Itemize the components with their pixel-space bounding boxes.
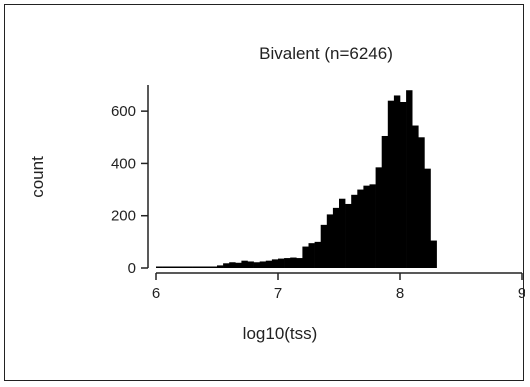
- x-axis: 6 7 8 9: [152, 272, 525, 302]
- histogram-bar: [314, 241, 321, 268]
- histogram-bar: [241, 260, 248, 268]
- histogram-bar: [210, 266, 218, 268]
- histogram-bar: [247, 261, 254, 268]
- histogram-bar: [265, 260, 273, 268]
- histogram-bar: [326, 214, 334, 268]
- histogram-bar: [302, 246, 309, 268]
- histogram-bar: [387, 100, 395, 268]
- histogram-bar: [412, 125, 419, 269]
- histogram-bar: [217, 265, 224, 268]
- y-tick-label: 600: [111, 103, 136, 120]
- histogram-bar: [162, 266, 169, 268]
- histogram-bar: [174, 266, 181, 268]
- histogram-bar: [180, 266, 187, 268]
- histogram-bar: [168, 266, 175, 268]
- histogram-chart: Bivalent (n=6246) count log10(tss) 0 200 4…: [28, 44, 525, 343]
- histogram-bar: [351, 194, 358, 268]
- histogram-bar: [393, 95, 401, 269]
- histogram-bar: [278, 258, 285, 268]
- histogram-bar: [339, 198, 346, 268]
- histogram-bar: [357, 189, 364, 268]
- histogram-bar: [381, 135, 389, 268]
- histogram-bar: [308, 243, 315, 268]
- histogram-bar: [430, 240, 437, 268]
- histogram-bars: [156, 90, 437, 269]
- chart-title: Bivalent (n=6246): [259, 44, 393, 63]
- y-tick-label: 200: [111, 208, 136, 225]
- x-tick-label: 7: [274, 285, 282, 302]
- histogram-bar: [192, 266, 199, 268]
- x-tick-label: 6: [152, 285, 160, 302]
- histogram-bar: [204, 266, 212, 268]
- histogram-bar: [320, 224, 328, 268]
- chart-frame: Bivalent (n=6246) count log10(tss) 0 200 4…: [4, 4, 525, 381]
- histogram-bar: [229, 262, 236, 268]
- histogram-bar: [284, 258, 291, 268]
- x-axis-label: log10(tss): [243, 324, 318, 343]
- histogram-bar: [156, 266, 163, 268]
- histogram-bar: [375, 167, 382, 268]
- histogram-bar: [369, 184, 376, 268]
- histogram-bar: [400, 101, 407, 269]
- x-tick-label: 8: [396, 285, 404, 302]
- histogram-bar: [296, 258, 303, 268]
- histogram-bar: [332, 207, 340, 268]
- histogram-bar: [345, 203, 352, 268]
- histogram-bar: [198, 266, 206, 268]
- y-axis: 0 200 400 600: [111, 85, 149, 277]
- x-tick-label: 9: [518, 285, 525, 302]
- histogram-bar: [253, 262, 260, 268]
- histogram-bar: [186, 266, 193, 268]
- histogram-bar: [271, 259, 279, 268]
- histogram-bar: [424, 168, 431, 268]
- histogram-bar: [223, 263, 230, 268]
- histogram-bar: [259, 261, 267, 268]
- histogram-bar: [406, 90, 413, 268]
- histogram-bar: [290, 257, 297, 268]
- histogram-bar: [235, 262, 242, 268]
- y-axis-label: count: [28, 156, 47, 198]
- y-tick-label: 400: [111, 155, 136, 172]
- histogram-bar: [363, 185, 370, 268]
- histogram-bar: [418, 137, 425, 268]
- y-tick-label: 0: [128, 260, 136, 277]
